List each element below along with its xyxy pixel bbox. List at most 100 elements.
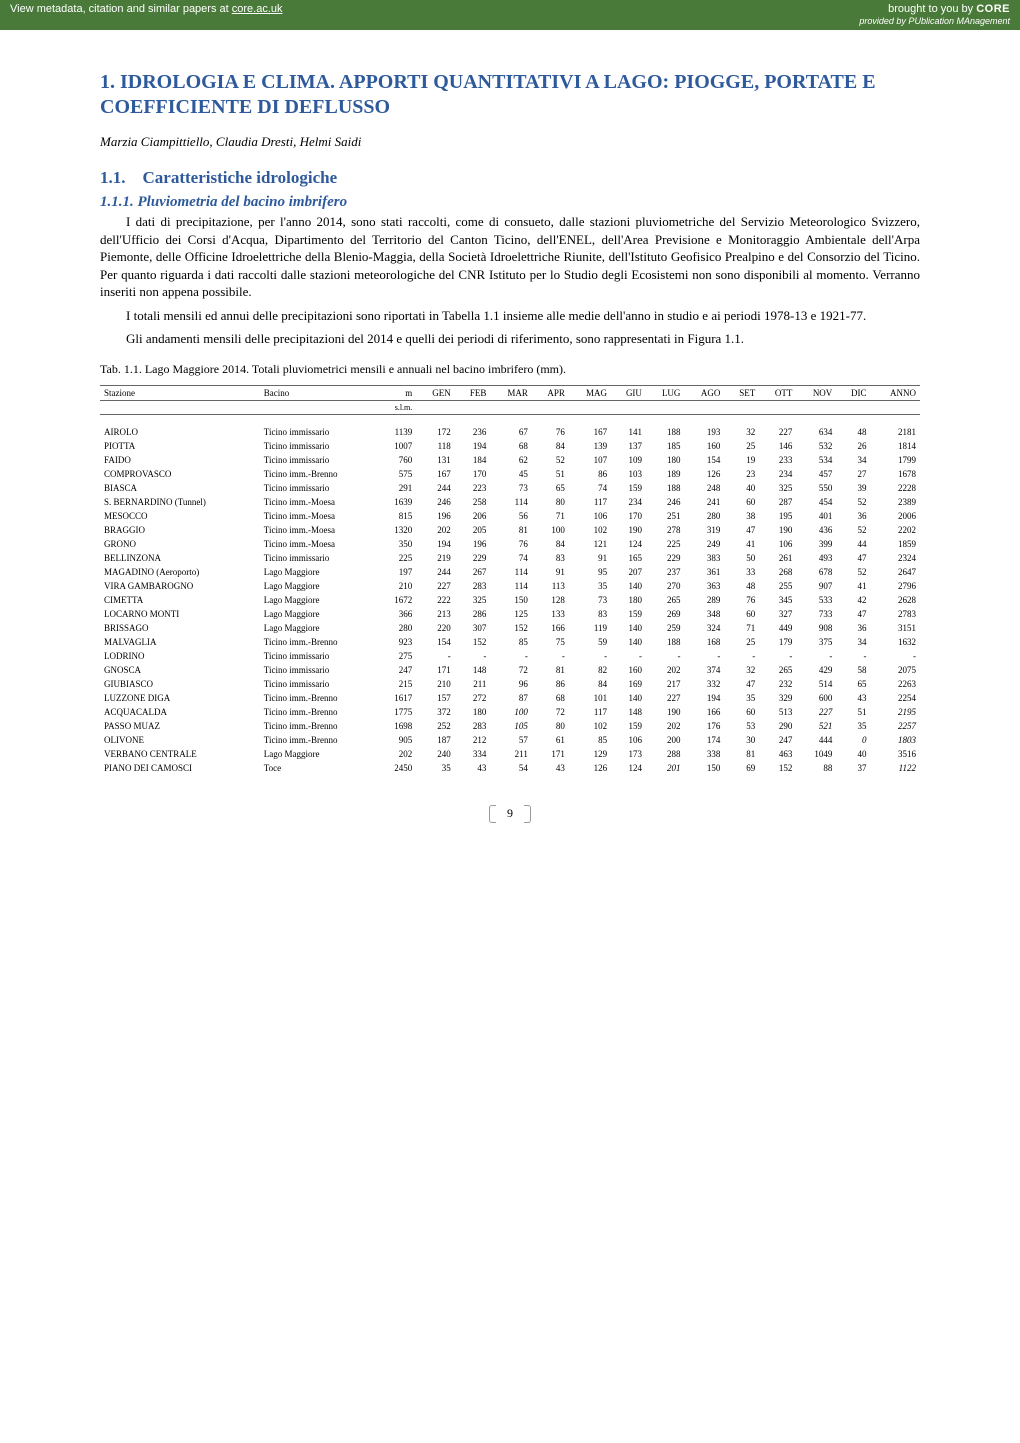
table-cell: 128 [532,593,569,607]
table-cell: 265 [759,663,796,677]
table-cell: Ticino imm.-Moesa [260,523,379,537]
table-cell: 227 [646,691,685,705]
table-cell: Ticino imm.-Brenno [260,733,379,747]
table-cell: 267 [455,565,491,579]
table-cell: 241 [684,495,724,509]
table-cell: - [646,649,685,663]
table-cell: 150 [684,761,724,775]
table-unit-cell [532,400,569,414]
table-cell: 74 [490,551,531,565]
table-col-header: AGO [684,385,724,400]
table-unit-cell [724,400,759,414]
table-cell: 513 [759,705,796,719]
table-cell: 268 [759,565,796,579]
table-cell: - [724,649,759,663]
table-cell: 76 [532,425,569,439]
table-cell: 80 [532,719,569,733]
table-cell: 81 [490,523,531,537]
table-row: MAGADINO (Aeroporto)Lago Maggiore1972442… [100,565,920,579]
table-cell: Ticino immissario [260,649,379,663]
table-row: MESOCCOTicino imm.-Moesa8151962065671106… [100,509,920,523]
table-cell: 521 [796,719,836,733]
table-row: CIMETTALago Maggiore16722223251501287318… [100,593,920,607]
subsection-heading: 1.1.1. Pluviometria del bacino imbrifero [100,194,920,211]
table-cell: 27 [836,467,870,481]
table-cell: 187 [416,733,455,747]
table-row: LODRINOTicino immissario275------------- [100,649,920,663]
coreuk-link[interactable]: core.ac.uk [232,3,283,15]
table-cell: 237 [646,565,685,579]
table-cell: 35 [416,761,455,775]
table-cell: LOCARNO MONTI [100,607,260,621]
table-cell: 86 [532,677,569,691]
table-cell: 69 [724,761,759,775]
table-cell: 290 [759,719,796,733]
table-unit-cell [759,400,796,414]
table-cell: Ticino immissario [260,551,379,565]
table-row: PIANO DEI CAMOSCIToce2450354354431261242… [100,761,920,775]
table-row: BELLINZONATicino immissario2252192297483… [100,551,920,565]
table-cell: 225 [378,551,416,565]
table-cell: 444 [796,733,836,747]
table-cell: 760 [378,453,416,467]
table-cell: Ticino imm.-Moesa [260,537,379,551]
provided-by-text: provided by PUblication MAnagement [859,16,1010,26]
table-cell: 96 [490,677,531,691]
table-cell: 291 [378,481,416,495]
table-cell: 600 [796,691,836,705]
table-cell: 1122 [870,761,920,775]
table-cell: 152 [759,761,796,775]
table-cell: 194 [416,537,455,551]
page-number-footer: 9 [100,805,920,823]
table-cell: 258 [455,495,491,509]
table-cell: 185 [646,439,685,453]
page-bracket-right [524,805,531,823]
table-header-row: StazioneBacinomGENFEBMARAPRMAGGIULUGAGOS… [100,385,920,400]
authors-line: Marzia Ciampittiello, Claudia Dresti, He… [100,134,920,150]
table-cell: 375 [796,635,836,649]
table-cell: 35 [569,579,611,593]
table-cell: 169 [611,677,646,691]
table-cell: Ticino immissario [260,425,379,439]
table-unit-cell [684,400,724,414]
table-cell: 194 [455,439,491,453]
table-cell: 222 [416,593,455,607]
table-cell: 1617 [378,691,416,705]
table-cell: 83 [532,551,569,565]
table-cell: Ticino immissario [260,439,379,453]
table-cell: Ticino imm.-Moesa [260,495,379,509]
table-cell: 47 [836,607,870,621]
table-cell: - [611,649,646,663]
table-cell: 197 [378,565,416,579]
table-cell: 36 [836,509,870,523]
table-cell: 65 [836,677,870,691]
table-cell: 1320 [378,523,416,537]
table-cell: 206 [455,509,491,523]
table-cell: 244 [416,481,455,495]
table-cell: 200 [646,733,685,747]
table-cell: 19 [724,453,759,467]
table-cell: 148 [455,663,491,677]
table-cell: 102 [569,719,611,733]
table-cell: 3151 [870,621,920,635]
table-cell: 101 [569,691,611,705]
table-cell: 62 [490,453,531,467]
table-cell: 105 [490,719,531,733]
table-cell: Lago Maggiore [260,565,379,579]
table-cell: 514 [796,677,836,691]
table-spacer-row [100,414,920,425]
table-cell: 125 [490,607,531,621]
table-head: StazioneBacinomGENFEBMARAPRMAGGIULUGAGOS… [100,385,920,414]
table-cell: 154 [416,635,455,649]
table-row: VERBANO CENTRALELago Maggiore20224033421… [100,747,920,761]
table-cell: 41 [836,579,870,593]
table-cell: 171 [532,747,569,761]
table-cell: 2450 [378,761,416,775]
table-col-header: MAG [569,385,611,400]
table-cell: 325 [759,481,796,495]
table-cell: 229 [455,551,491,565]
table-cell: 1803 [870,733,920,747]
table-cell: 280 [378,621,416,635]
table-cell: 43 [455,761,491,775]
table-cell: 139 [569,439,611,453]
